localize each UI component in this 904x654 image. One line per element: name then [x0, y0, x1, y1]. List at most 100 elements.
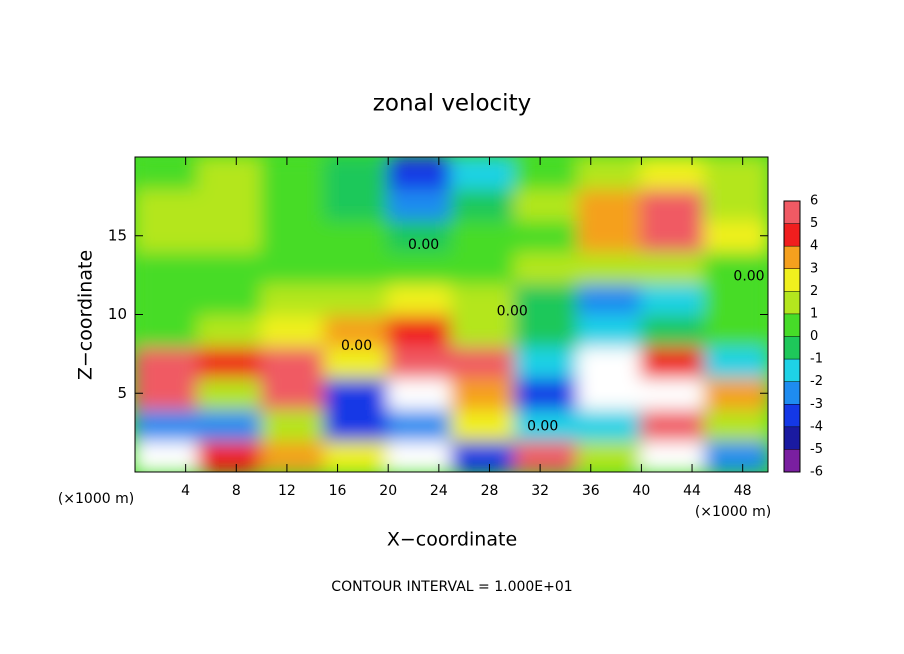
field-cell: [135, 345, 200, 379]
field-cell: [513, 187, 580, 221]
colorbar-tick-label: 1: [810, 306, 818, 321]
field-cell: [323, 187, 390, 221]
contour-label: 0.00: [497, 303, 528, 319]
field-cell: [387, 313, 453, 347]
field-cell: [703, 187, 768, 221]
field-cell: [135, 157, 200, 190]
field-cell: [513, 250, 580, 284]
x-unit-label: (×1000 m): [695, 504, 771, 520]
field-cell: [197, 157, 263, 190]
field-cell: [260, 376, 326, 410]
field-cell: [387, 376, 453, 410]
field-cell: [577, 250, 643, 284]
field-cell: [703, 313, 768, 347]
field-cell: [135, 408, 200, 442]
field-cell: [260, 219, 326, 253]
colorbar-tick-label: 3: [810, 261, 818, 276]
field-cell: [323, 250, 390, 284]
x-tick-label: 8: [232, 483, 241, 499]
field-cell: [135, 250, 200, 284]
field-cell: [260, 282, 326, 316]
field-cell: [513, 219, 580, 253]
x-tick-label: 16: [329, 483, 347, 499]
field-cell: [577, 187, 643, 221]
field-cell: [387, 282, 453, 316]
field-cell: [323, 345, 390, 379]
field-cell: [703, 439, 768, 472]
field-cell: [703, 376, 768, 410]
field-cell: [450, 187, 516, 221]
field-cell: [640, 187, 706, 221]
field-cell: [703, 157, 768, 190]
axes: 4 8 12 16 20 24 28 32 36 40 44 48510150.000.000.000…: [108, 156, 823, 499]
field-cell: [577, 282, 643, 316]
field-cell: [450, 157, 516, 190]
colorbar-tick-label: 6: [810, 194, 818, 209]
field-cell: [513, 408, 580, 442]
colorbar-tick-label: -5: [810, 442, 823, 457]
field-cell: [135, 313, 200, 347]
field-cell: [577, 408, 643, 442]
field-cell: [387, 408, 453, 442]
field-cell: [640, 376, 706, 410]
field-cell: [260, 408, 326, 442]
colorbar-swatch: [784, 381, 800, 405]
field-cell: [323, 376, 390, 410]
y-tick-label: 10: [108, 305, 127, 323]
field-cell: [135, 219, 200, 253]
y-unit-label: (×1000 m): [58, 491, 134, 507]
field-cell: [513, 313, 580, 347]
field-cell: [260, 313, 326, 347]
colorbar-tick-label: -1: [810, 352, 823, 367]
field-cell: [197, 187, 263, 221]
colorbar-swatch: [784, 201, 800, 224]
contour-label: 0.00: [733, 269, 764, 285]
y-axis-label: Z−coordinate: [75, 250, 97, 380]
y-tick-label: 5: [117, 384, 127, 402]
field-cell: [387, 219, 453, 253]
field-cell: [640, 282, 706, 316]
colorbar-swatch: [784, 291, 800, 314]
x-tick-label: 24: [430, 483, 448, 499]
field-cell: [260, 157, 326, 190]
field-cells: [135, 157, 768, 472]
field-cell: [197, 219, 263, 253]
field-cell: [387, 187, 453, 221]
field-cell: [513, 439, 580, 472]
chart-title: zonal velocity: [373, 91, 531, 117]
field-cell: [197, 376, 263, 410]
colorbar-tick-label: 4: [810, 239, 818, 254]
field-cell: [703, 345, 768, 379]
field-cell: [387, 345, 453, 379]
field-cell: [197, 408, 263, 442]
field-cell: [260, 187, 326, 221]
x-tick-label: 32: [531, 483, 549, 499]
colorbar-tick-label: 0: [810, 329, 818, 344]
field-cell: [513, 157, 580, 190]
contour-label: 0.00: [408, 237, 439, 253]
colorbar-swatch: [784, 268, 800, 292]
field-cell: [513, 376, 580, 410]
field-cell: [640, 408, 706, 442]
field-cell: [577, 439, 643, 472]
field-cell: [703, 408, 768, 442]
field-cell: [640, 250, 706, 284]
colorbar-swatch: [784, 223, 800, 247]
field-cell: [640, 345, 706, 379]
field-cell: [260, 345, 326, 379]
field-cell: [450, 376, 516, 410]
colorbar-swatch: [784, 313, 800, 337]
x-tick-label: 20: [379, 483, 397, 499]
x-tick-label: 12: [278, 483, 296, 499]
field-cell: [703, 219, 768, 253]
colorbar-swatch: [784, 404, 800, 427]
colorbar-tick-label: 2: [810, 284, 818, 299]
colorbar-tick-label: -6: [810, 465, 823, 480]
field-cell: [450, 439, 516, 472]
field-cell: [323, 408, 390, 442]
x-tick-label: 28: [481, 483, 499, 499]
colorbar-swatch: [784, 449, 800, 472]
field-cell: [450, 219, 516, 253]
field-cell: [577, 313, 643, 347]
contour-label: 0.00: [527, 418, 558, 434]
